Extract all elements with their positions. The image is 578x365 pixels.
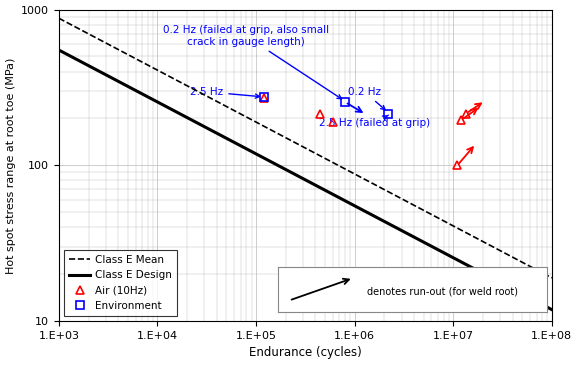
Legend: Class E Mean, Class E Design, Air (10Hz), Environment: Class E Mean, Class E Design, Air (10Hz)… (64, 250, 177, 316)
Y-axis label: Hot spot stress range at root toe (MPa): Hot spot stress range at root toe (MPa) (6, 57, 16, 273)
Text: 2.5 Hz (failed at grip): 2.5 Hz (failed at grip) (319, 115, 430, 128)
X-axis label: Endurance (cycles): Endurance (cycles) (249, 346, 362, 360)
Text: 2.5 Hz: 2.5 Hz (190, 87, 260, 98)
Text: 0.2 Hz (failed at grip, also small
crack in gauge length): 0.2 Hz (failed at grip, also small crack… (163, 25, 342, 99)
Text: 0.2 Hz: 0.2 Hz (348, 87, 385, 110)
